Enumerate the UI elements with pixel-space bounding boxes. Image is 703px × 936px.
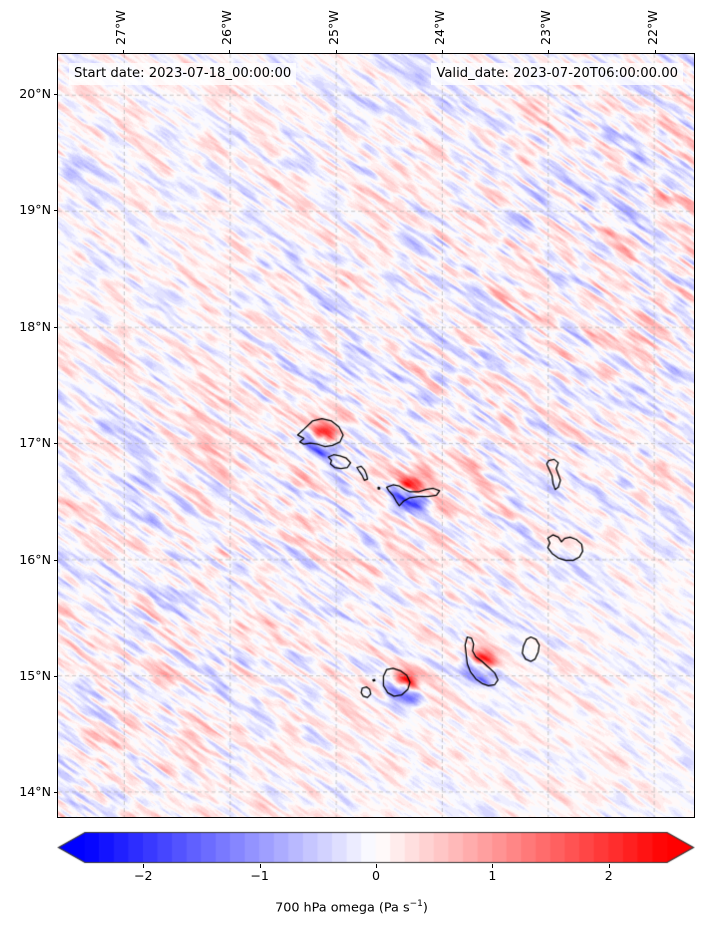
y-tickmark bbox=[53, 675, 57, 677]
y-tickmark bbox=[53, 559, 57, 561]
colorbar-tick-label-0: −2 bbox=[133, 868, 153, 883]
y-tick-text: 18°N bbox=[19, 318, 51, 334]
colorbar-label-exponent: −1 bbox=[409, 899, 423, 909]
x-tickmark bbox=[441, 49, 443, 53]
y-tick-text: 16°N bbox=[19, 551, 51, 567]
y-tickmark bbox=[53, 210, 57, 212]
y-tickmark bbox=[53, 93, 57, 95]
colorbar-tick-label-1: −1 bbox=[250, 868, 269, 883]
omega-field-heatmap bbox=[58, 54, 694, 817]
y-tick-text: 15°N bbox=[19, 667, 51, 683]
colorbar-tickmark bbox=[376, 864, 377, 868]
colorbar-tick-label-2: 0 bbox=[371, 868, 381, 883]
start-date-annotation: Start date: 2023-07-18_00:00:00 bbox=[69, 63, 297, 85]
x-tick-text: 24°W bbox=[431, 10, 447, 45]
colorbar-tickmark bbox=[492, 864, 494, 868]
y-tick-text: 17°N bbox=[19, 435, 51, 451]
x-tickmark bbox=[654, 49, 656, 53]
colorbar-label-text: 700 hPa omega (Pa s bbox=[275, 900, 410, 916]
x-tick-text: 27°W bbox=[112, 10, 128, 45]
y-tickmark bbox=[53, 443, 57, 445]
colorbar-tickmark bbox=[608, 864, 610, 868]
colorbar-axis-label: 700 hPa omega (Pa s−1) bbox=[0, 899, 703, 915]
x-tickmark bbox=[122, 49, 124, 53]
x-tick-text: 25°W bbox=[325, 10, 341, 45]
colorbar-gradient bbox=[57, 831, 695, 864]
y-tick-text: 14°N bbox=[19, 784, 51, 800]
colorbar[interactable] bbox=[57, 831, 695, 864]
y-tick-text: 20°N bbox=[19, 85, 51, 101]
colorbar-tickmark bbox=[259, 864, 261, 868]
x-tickmark bbox=[229, 49, 231, 53]
valid-date-annotation: Valid_date: 2023-07-20T06:00:00.00 bbox=[431, 63, 683, 85]
y-tick-text: 19°N bbox=[19, 202, 51, 218]
map-axes[interactable]: Start date: 2023-07-18_00:00:00 Valid_da… bbox=[57, 53, 695, 818]
x-tickmark bbox=[335, 49, 337, 53]
y-tickmark bbox=[53, 792, 57, 794]
colorbar-tick-label-3: 1 bbox=[488, 868, 497, 883]
x-tickmark bbox=[548, 49, 550, 53]
x-tick-text: 26°W bbox=[219, 10, 235, 45]
colorbar-label-tail: ) bbox=[422, 900, 428, 916]
colorbar-tickmark bbox=[143, 864, 145, 868]
colorbar-tick-label-4: 2 bbox=[604, 868, 613, 883]
y-tickmark bbox=[53, 326, 57, 328]
x-tick-text: 23°W bbox=[538, 10, 554, 45]
x-tick-text: 22°W bbox=[644, 10, 660, 45]
